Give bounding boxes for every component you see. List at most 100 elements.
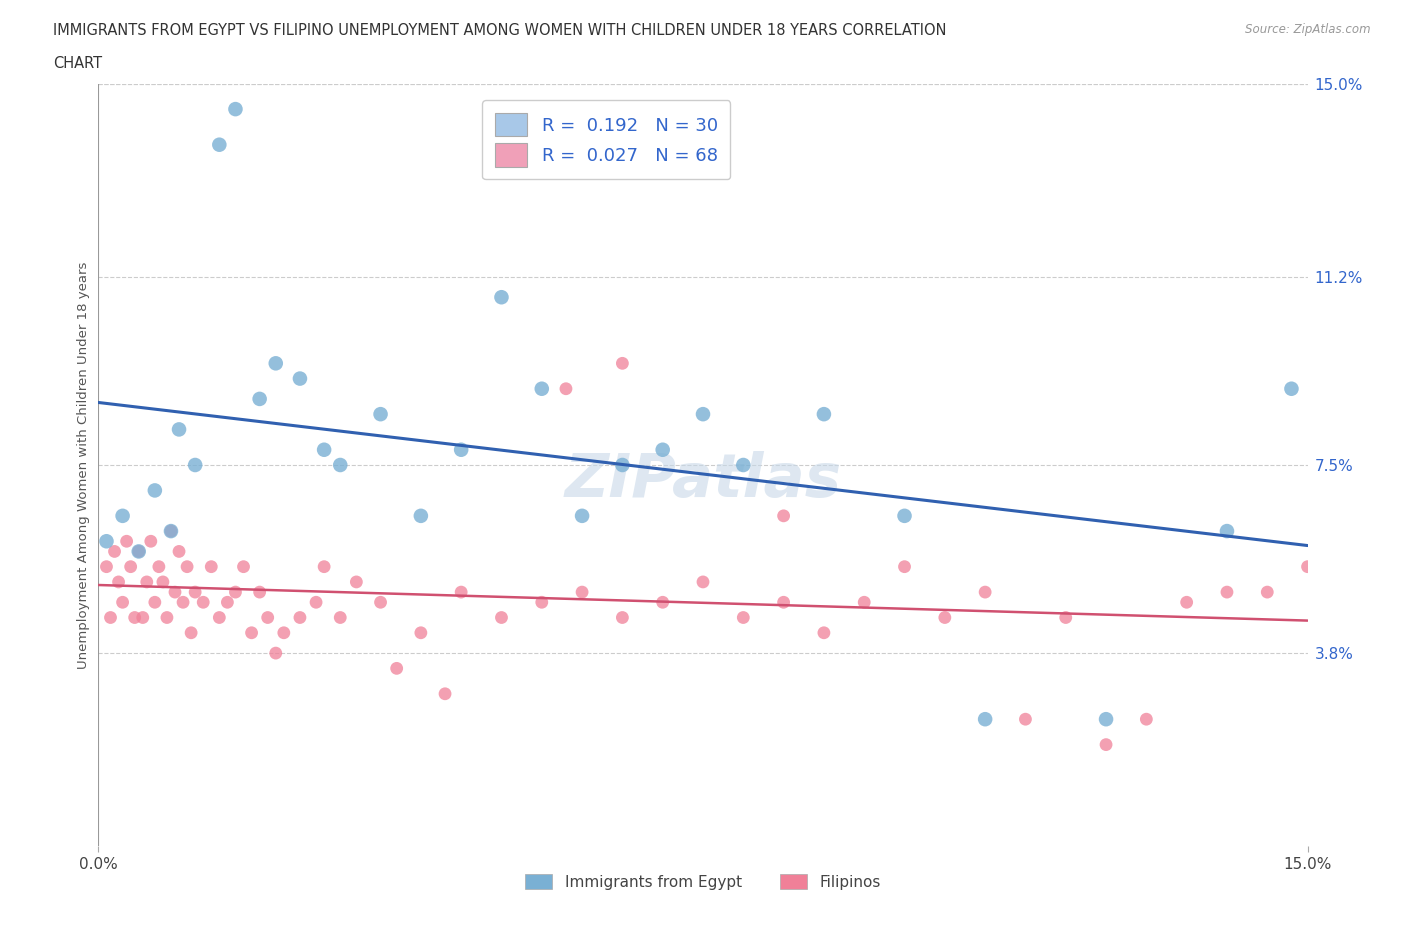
Point — [217, 595, 239, 610]
Point — [733, 458, 755, 472]
Text: ZIPatlas: ZIPatlas — [564, 451, 842, 510]
Point — [329, 458, 352, 472]
Point — [612, 458, 634, 472]
Point — [167, 544, 190, 559]
Text: IMMIGRANTS FROM EGYPT VS FILIPINO UNEMPLOYMENT AMONG WOMEN WITH CHILDREN UNDER 1: IMMIGRANTS FROM EGYPT VS FILIPINO UNEMPL… — [53, 23, 946, 38]
Point — [530, 381, 553, 396]
Point — [651, 595, 673, 610]
Point — [288, 371, 311, 386]
Point — [409, 625, 432, 640]
Point — [1135, 711, 1157, 726]
Point — [370, 595, 392, 610]
Point — [156, 610, 179, 625]
Point — [450, 443, 472, 458]
Point — [934, 610, 956, 625]
Point — [224, 101, 246, 116]
Point — [344, 575, 367, 590]
Point — [385, 661, 408, 676]
Point — [491, 290, 513, 305]
Point — [288, 610, 311, 625]
Point — [370, 406, 392, 421]
Point — [974, 585, 997, 600]
Point — [530, 595, 553, 610]
Point — [96, 559, 118, 574]
Point — [450, 585, 472, 600]
Point — [893, 509, 915, 524]
Point — [167, 422, 190, 437]
Point — [184, 585, 207, 600]
Point — [1014, 711, 1036, 726]
Point — [264, 356, 287, 371]
Point — [555, 381, 578, 396]
Point — [184, 458, 207, 472]
Point — [1216, 585, 1239, 600]
Point — [193, 595, 215, 610]
Point — [139, 534, 162, 549]
Point — [314, 443, 336, 458]
Point — [163, 585, 186, 600]
Point — [1296, 559, 1319, 574]
Point — [208, 610, 231, 625]
Point — [813, 406, 835, 421]
Point — [180, 625, 202, 640]
Point — [143, 483, 166, 498]
Point — [152, 575, 174, 590]
Point — [111, 595, 134, 610]
Point — [264, 645, 287, 660]
Text: Source: ZipAtlas.com: Source: ZipAtlas.com — [1246, 23, 1371, 36]
Point — [772, 595, 794, 610]
Point — [853, 595, 876, 610]
Text: CHART: CHART — [53, 56, 103, 71]
Point — [1054, 610, 1077, 625]
Point — [160, 524, 183, 538]
Point — [148, 559, 170, 574]
Point — [96, 534, 118, 549]
Point — [240, 625, 263, 640]
Point — [124, 610, 146, 625]
Point — [132, 610, 155, 625]
Point — [571, 509, 593, 524]
Point — [612, 610, 634, 625]
Point — [232, 559, 254, 574]
Point — [172, 595, 194, 610]
Point — [200, 559, 222, 574]
Point — [115, 534, 138, 549]
Point — [143, 595, 166, 610]
Point — [772, 509, 794, 524]
Point — [1095, 711, 1118, 726]
Point — [103, 544, 125, 559]
Point — [434, 686, 457, 701]
Point — [1281, 381, 1303, 396]
Point — [1256, 585, 1278, 600]
Point — [974, 711, 997, 726]
Point — [692, 575, 714, 590]
Point — [128, 544, 150, 559]
Point — [305, 595, 328, 610]
Point — [314, 559, 336, 574]
Point — [733, 610, 755, 625]
Point — [651, 443, 673, 458]
Point — [571, 585, 593, 600]
Point — [111, 509, 134, 524]
Point — [692, 406, 714, 421]
Point — [256, 610, 278, 625]
Point — [893, 559, 915, 574]
Point — [107, 575, 129, 590]
Point — [491, 610, 513, 625]
Point — [612, 356, 634, 371]
Point — [100, 610, 122, 625]
Point — [1216, 524, 1239, 538]
Point — [249, 392, 271, 406]
Point — [128, 544, 150, 559]
Point — [1095, 737, 1118, 752]
Point — [329, 610, 352, 625]
Point — [273, 625, 295, 640]
Point — [135, 575, 157, 590]
Y-axis label: Unemployment Among Women with Children Under 18 years: Unemployment Among Women with Children U… — [77, 261, 90, 669]
Point — [120, 559, 142, 574]
Legend: Immigrants from Egypt, Filipinos: Immigrants from Egypt, Filipinos — [519, 868, 887, 896]
Point — [224, 585, 246, 600]
Point — [249, 585, 271, 600]
Point — [813, 625, 835, 640]
Point — [208, 138, 231, 153]
